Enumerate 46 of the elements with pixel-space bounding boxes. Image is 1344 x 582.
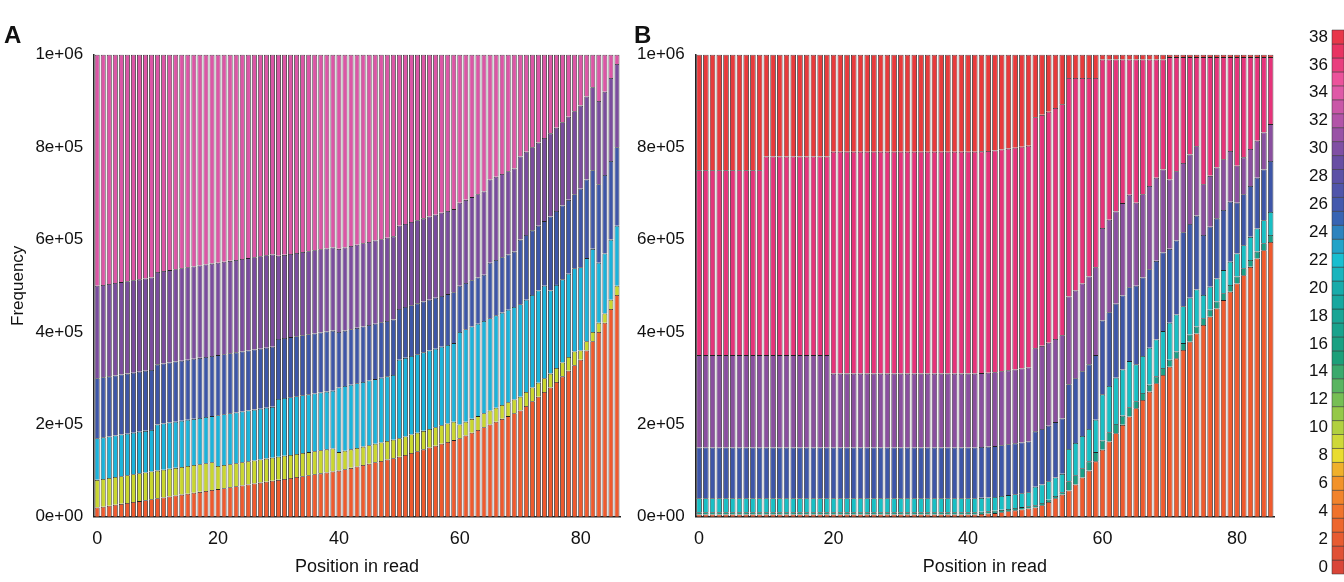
color-bar-label: 34 — [1309, 82, 1328, 102]
y-tick-label: 0e+00 — [35, 506, 84, 526]
color-bar-label: 18 — [1309, 305, 1328, 325]
color-bar-label: 24 — [1309, 221, 1328, 241]
color-bar-label: 38 — [1309, 26, 1328, 46]
color-bar-label: 32 — [1309, 110, 1328, 130]
color-bar-label: 0 — [1318, 556, 1328, 576]
color-bar-label: 36 — [1309, 54, 1328, 74]
x-tick-label: 80 — [570, 527, 591, 548]
y-tick-label: 4e+05 — [637, 321, 685, 341]
x-tick-label: 20 — [823, 527, 844, 548]
y-tick-label: 0e+00 — [637, 506, 685, 526]
y-tick-label: 1e+06 — [637, 44, 685, 64]
color-bar-label: 12 — [1309, 389, 1328, 409]
color-bar-label: 26 — [1309, 194, 1328, 214]
x-tick-label: 60 — [1092, 527, 1113, 548]
x-tick-label: 0 — [694, 527, 705, 548]
y-tick-label: 2e+05 — [637, 414, 685, 434]
color-bar-label: 30 — [1309, 138, 1328, 158]
color-bar-label: 16 — [1309, 333, 1328, 353]
color-bar-label: 8 — [1318, 445, 1328, 465]
color-bar-label: 28 — [1309, 166, 1328, 186]
x-tick-label: 20 — [208, 527, 229, 548]
x-tick-label: 0 — [92, 527, 103, 548]
y-tick-label: 4e+05 — [35, 321, 84, 341]
chart-title: A — [4, 21, 22, 49]
color-bar-label: 20 — [1309, 277, 1328, 297]
x-tick-label: 40 — [958, 527, 979, 548]
x-axis-title: Position in read — [295, 556, 420, 577]
x-tick-label: 80 — [1227, 527, 1248, 548]
y-tick-label: 6e+05 — [637, 229, 685, 249]
color-bar-label: 4 — [1318, 500, 1328, 520]
color-bar-label: 10 — [1309, 417, 1328, 437]
color-bar-label: 2 — [1318, 528, 1328, 548]
y-axis-title: Frequency — [7, 245, 27, 326]
y-tick-label: 2e+05 — [35, 414, 84, 434]
x-tick-label: 40 — [328, 527, 349, 548]
x-axis-title: Position in read — [922, 556, 1047, 577]
color-bar-label: 6 — [1318, 473, 1328, 493]
y-tick-label: 6e+05 — [35, 229, 84, 249]
y-tick-label: 8e+05 — [35, 136, 84, 156]
x-tick-label: 60 — [449, 527, 470, 548]
color-bar-label: 14 — [1309, 361, 1328, 381]
y-tick-label: 1e+06 — [35, 44, 84, 64]
y-tick-label: 8e+05 — [637, 136, 685, 156]
color-bar-label: 22 — [1309, 249, 1328, 269]
